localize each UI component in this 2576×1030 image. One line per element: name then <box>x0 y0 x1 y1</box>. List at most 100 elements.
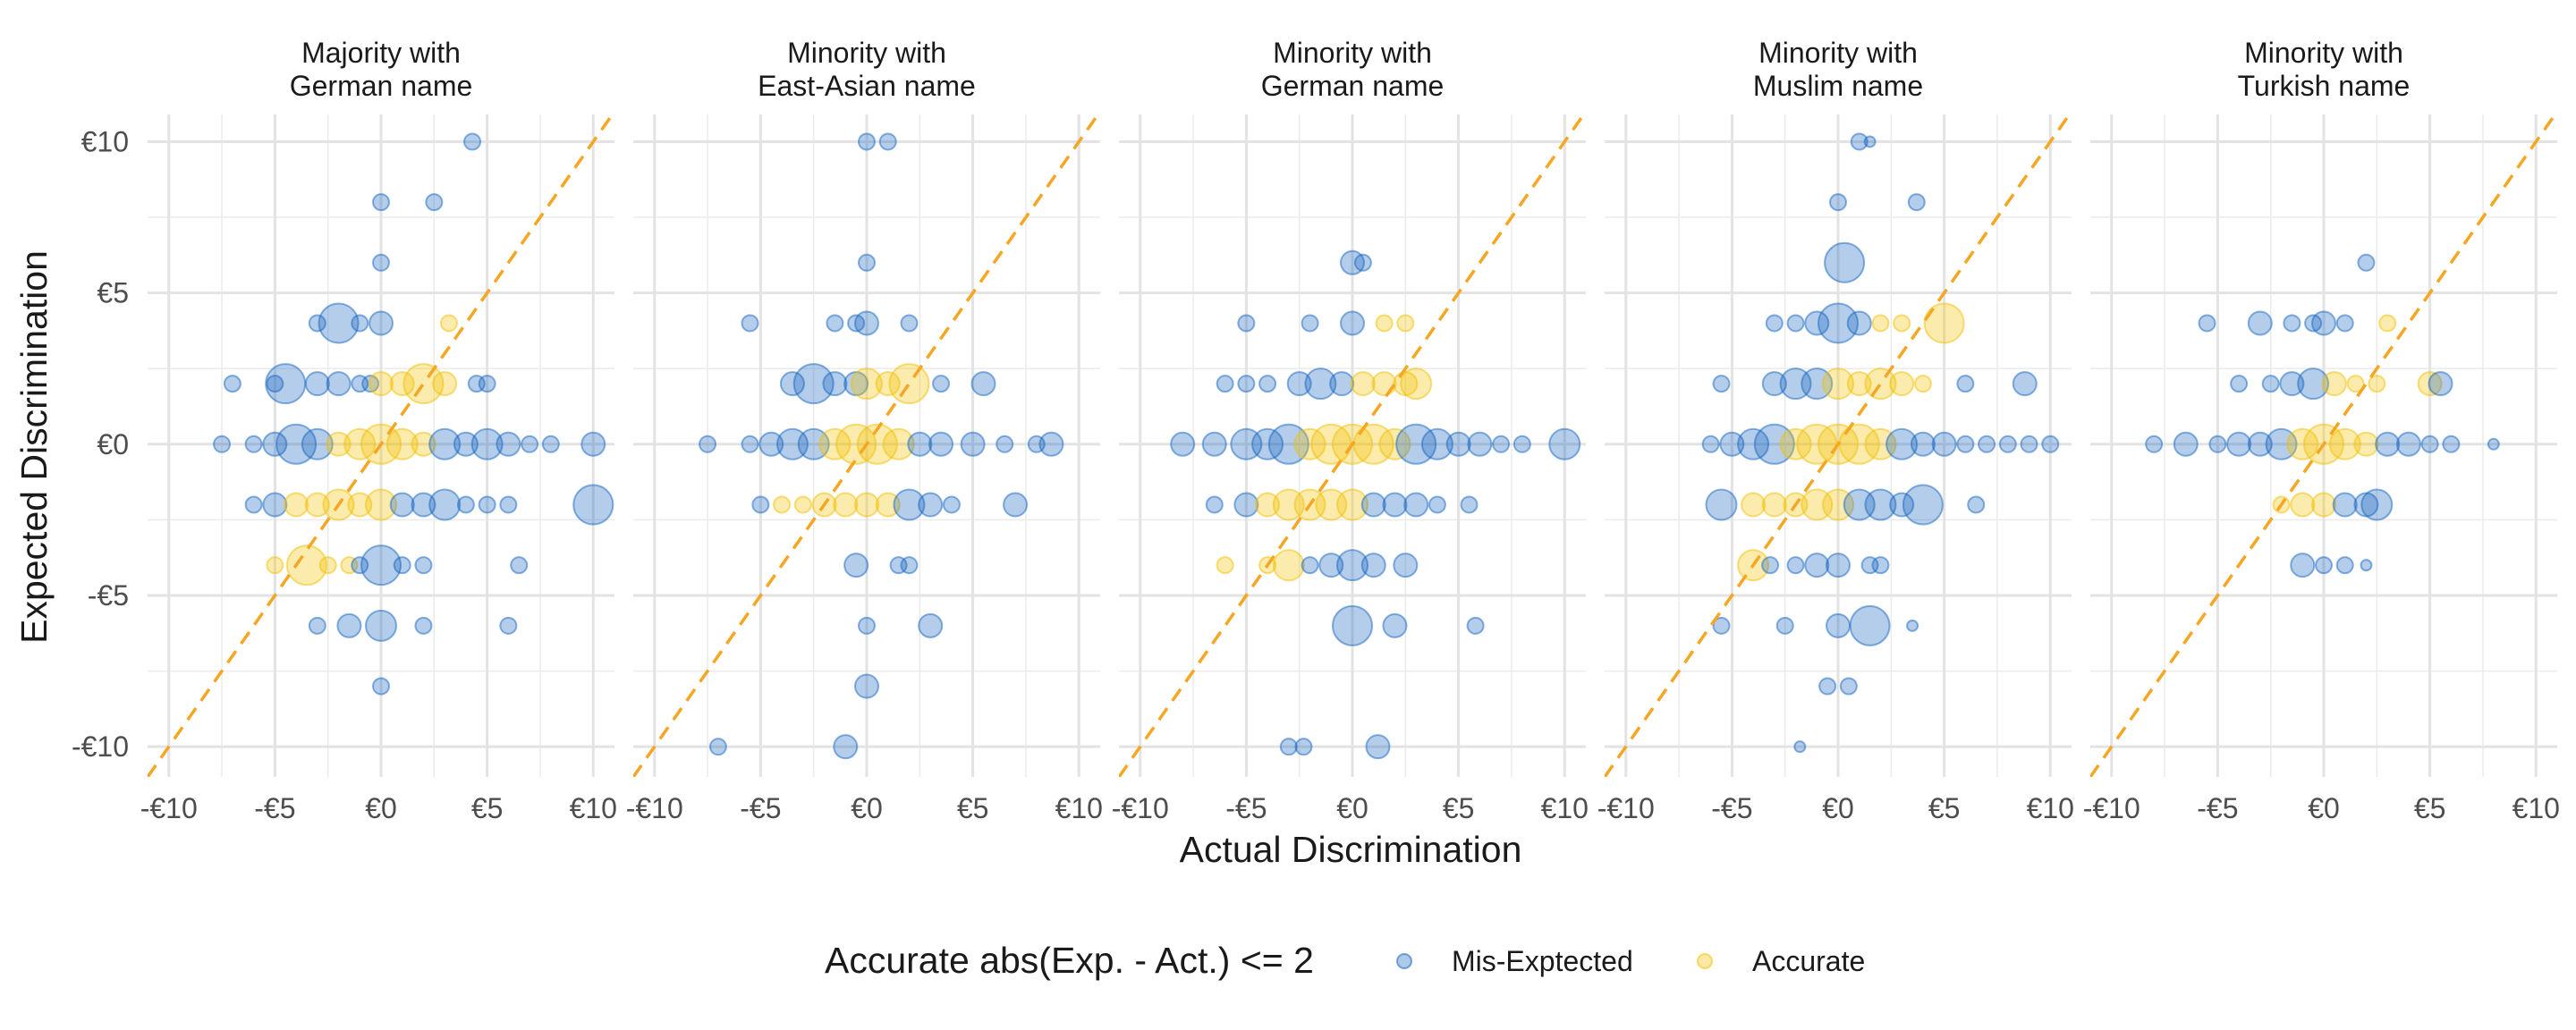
x-tick-label: €0 <box>1822 792 1854 824</box>
point-mis-expected <box>2375 431 2401 457</box>
facet-title-line1: Minority with <box>1273 37 1432 69</box>
point-mis-expected <box>1301 314 1319 333</box>
point-mis-expected <box>2311 310 2336 336</box>
legend-label-accurate: Accurate <box>1752 945 1865 977</box>
point-mis-expected <box>1871 556 1890 575</box>
point-mis-expected <box>1826 553 1851 578</box>
point-accurate <box>318 556 337 575</box>
y-tick-label: €5 <box>97 277 129 309</box>
point-mis-expected <box>365 609 397 642</box>
point-mis-expected <box>2208 435 2227 453</box>
x-tick-label: €5 <box>957 792 989 824</box>
point-accurate <box>1889 371 1915 397</box>
x-tick-label: €10 <box>2027 792 2074 824</box>
point-accurate <box>2290 492 2316 518</box>
point-accurate <box>2321 371 2347 397</box>
point-mis-expected <box>996 435 1014 453</box>
point-mis-expected <box>2145 435 2164 453</box>
point-mis-expected <box>2315 556 2333 575</box>
points-group <box>699 132 1064 760</box>
point-mis-expected <box>213 435 232 453</box>
legend-key-mis-expected <box>1396 953 1412 969</box>
point-mis-expected <box>2012 371 2038 397</box>
point-mis-expected <box>843 553 869 578</box>
point-mis-expected <box>858 253 876 272</box>
point-mis-expected <box>1467 431 1493 457</box>
point-accurate <box>1871 314 1890 333</box>
facet-title-line2: Turkish name <box>2238 70 2411 102</box>
point-accurate <box>439 314 458 333</box>
point-mis-expected <box>751 495 770 514</box>
facet-title-line2: East-Asian name <box>758 70 976 102</box>
point-mis-expected <box>970 371 996 397</box>
point-accurate <box>1255 492 1281 518</box>
legend-key-accurate <box>1697 953 1713 969</box>
x-tick-label: €10 <box>1541 792 1589 824</box>
point-mis-expected <box>496 431 521 457</box>
point-mis-expected <box>1775 616 1794 635</box>
point-mis-expected <box>326 371 352 397</box>
point-mis-expected <box>318 302 360 344</box>
point-accurate <box>1371 371 1397 397</box>
point-mis-expected <box>847 314 866 333</box>
point-mis-expected <box>499 495 518 514</box>
point-mis-expected <box>1761 371 1787 397</box>
point-mis-expected <box>918 492 944 518</box>
point-mis-expected <box>2020 435 2038 453</box>
point-accurate <box>284 492 309 518</box>
point-accurate <box>1822 367 1854 401</box>
point-mis-expected <box>301 427 334 460</box>
point-accurate <box>1378 427 1411 460</box>
x-tick-label: €10 <box>570 792 617 824</box>
point-mis-expected <box>572 484 614 526</box>
point-accurate <box>888 363 930 405</box>
x-tick-label: -€5 <box>254 792 295 824</box>
point-accurate <box>1375 314 1394 333</box>
point-accurate <box>1846 371 1872 397</box>
point-mis-expected <box>741 435 759 453</box>
x-tick-label: -€10 <box>140 792 198 824</box>
point-mis-expected <box>1286 371 1312 397</box>
point-mis-expected <box>2279 371 2305 397</box>
point-mis-expected <box>1382 492 1408 518</box>
point-mis-expected <box>1998 435 2017 453</box>
x-tick-label: €0 <box>1336 792 1368 824</box>
point-accurate <box>2311 492 2336 518</box>
x-tick-label: €5 <box>471 792 504 824</box>
point-mis-expected <box>1360 553 1386 578</box>
point-accurate <box>1893 314 1911 333</box>
x-tick-label: €5 <box>2414 792 2446 824</box>
point-mis-expected <box>900 314 919 333</box>
points-group <box>213 132 614 696</box>
point-mis-expected <box>2487 437 2500 451</box>
point-mis-expected <box>1737 427 1770 460</box>
point-mis-expected <box>372 677 390 696</box>
point-mis-expected <box>708 738 727 756</box>
point-mis-expected <box>2226 431 2252 457</box>
point-accurate <box>1923 302 1965 344</box>
point-mis-expected <box>792 363 835 405</box>
point-accurate <box>1761 492 1787 518</box>
point-mis-expected <box>428 427 462 460</box>
x-tick-label: -€5 <box>740 792 781 824</box>
point-mis-expected <box>1393 553 1419 578</box>
point-accurate <box>402 363 445 405</box>
point-accurate <box>1336 488 1368 521</box>
point-mis-expected <box>1967 495 1986 514</box>
point-accurate <box>326 431 352 457</box>
point-accurate <box>2286 427 2319 460</box>
point-mis-expected <box>1233 492 1259 518</box>
point-accurate <box>818 427 852 460</box>
point-accurate <box>285 545 327 587</box>
point-accurate <box>1400 367 1433 401</box>
point-mis-expected <box>1804 553 1830 578</box>
legend-title: Accurate abs(Exp. - Act.) <= 2 <box>825 940 1314 981</box>
point-accurate <box>875 492 901 518</box>
point-mis-expected <box>244 435 263 453</box>
point-mis-expected <box>893 488 926 521</box>
point-mis-expected <box>741 314 759 333</box>
point-mis-expected <box>1885 427 1919 460</box>
point-accurate <box>835 423 877 465</box>
